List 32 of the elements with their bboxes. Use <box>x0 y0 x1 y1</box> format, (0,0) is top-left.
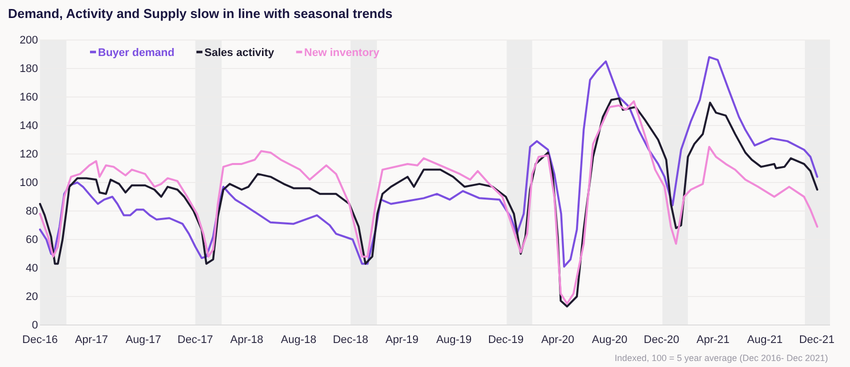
x-tick-label: Apr-21 <box>696 334 730 346</box>
y-tick-label: 40 <box>26 262 38 275</box>
x-tick-label: Apr-19 <box>386 334 419 346</box>
x-tick-label: Apr-20 <box>541 334 574 346</box>
x-tick-label: Aug-17 <box>126 334 162 346</box>
x-tick-label: Dec-17 <box>178 334 214 346</box>
x-tick-label: Apr-17 <box>74 334 108 346</box>
y-tick-label: 0 <box>32 320 38 332</box>
x-tick-label: Dec-19 <box>488 334 524 346</box>
y-tick-label: 100 <box>20 177 38 190</box>
x-tick-label: Aug-19 <box>436 334 472 346</box>
y-tick-label: 60 <box>26 234 38 246</box>
legend-label: Sales activity <box>204 47 276 59</box>
y-tick-label: 120 <box>20 148 38 161</box>
x-tick-label: Dec-21 <box>799 334 835 346</box>
chart-title: Demand, Activity and Supply slow in line with seasonal trends <box>8 6 393 21</box>
y-tick-label: 80 <box>26 206 38 218</box>
text: Indexed, 100 = 5 year average (Dec 2016- Dec 2021) <box>614 353 828 363</box>
y-tick-label: 180 <box>20 63 38 76</box>
x-tick-label: Dec-18 <box>332 334 368 346</box>
x-tick-label: Aug-18 <box>280 334 316 346</box>
x-tick-label: Aug-20 <box>592 334 628 346</box>
y-tick-label: 20 <box>26 291 38 304</box>
y-tick-label: 140 <box>20 120 38 132</box>
x-tick-label: Dec-16 <box>22 334 58 346</box>
x-tick-label: Aug-21 <box>747 334 783 346</box>
legend-label: New inventory <box>304 47 380 59</box>
x-tick-label: Dec-20 <box>644 334 680 346</box>
legend-label: Buyer demand <box>98 47 174 59</box>
x-tick-label: Apr-18 <box>230 334 264 346</box>
y-tick-label: 200 <box>20 34 38 47</box>
y-tick-label: 160 <box>20 92 38 104</box>
